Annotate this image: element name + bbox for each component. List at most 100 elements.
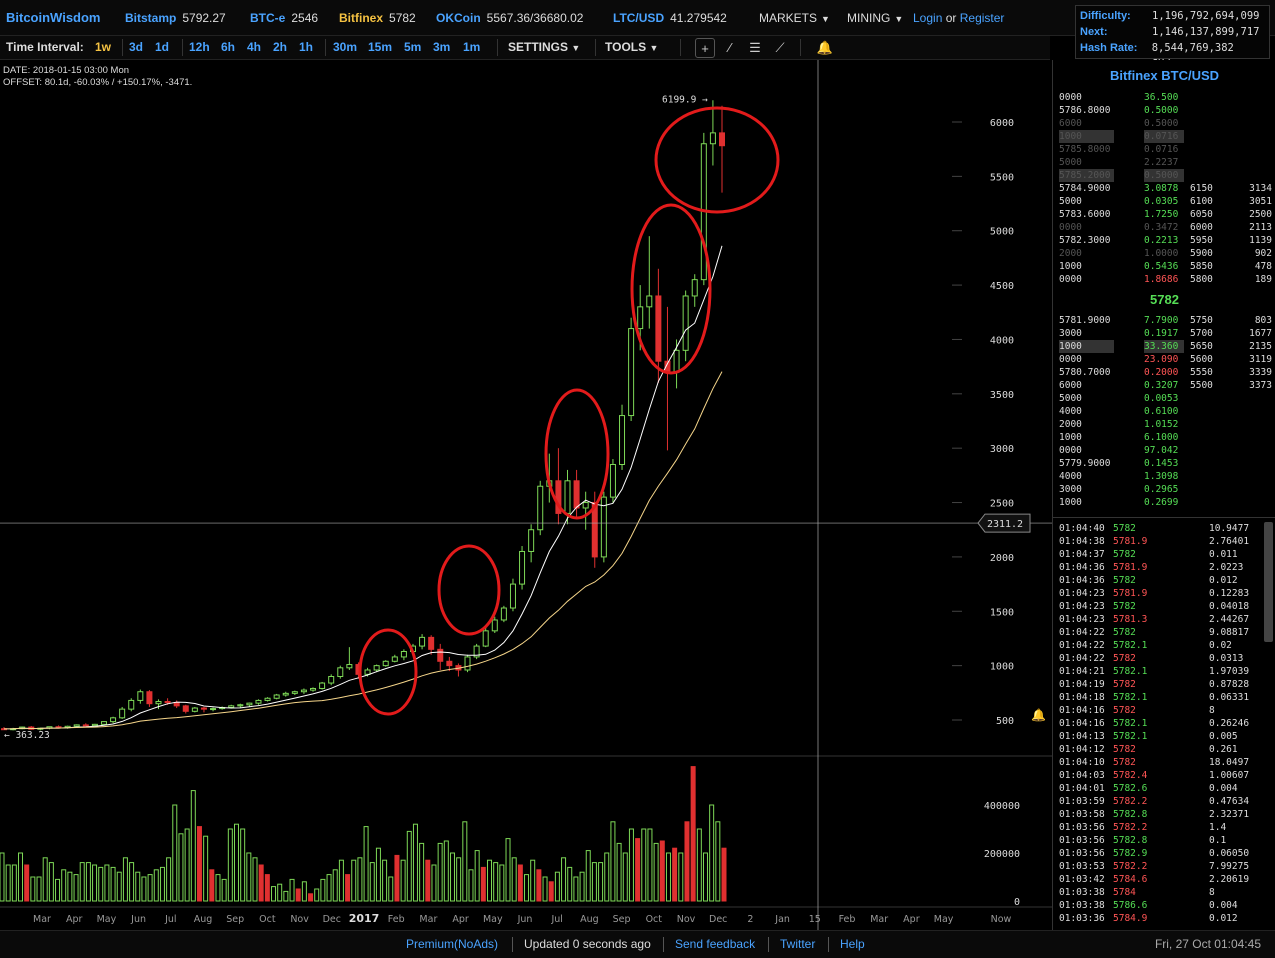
volume-bar [67, 871, 73, 902]
orderbook-row[interactable]: 1000 33.360 5650 2135 [1059, 340, 1274, 353]
orderbook-row[interactable]: 0000 1.8686 5800 189 [1059, 273, 1274, 286]
orderbook-row[interactable]: 4000 0.6100 [1059, 405, 1274, 418]
trade-row: 01:03:38 5784 8 [1059, 886, 1259, 899]
orderbook-row[interactable]: 5000 0.0053 [1059, 392, 1274, 405]
trade-time: 01:04:10 [1059, 757, 1105, 768]
volume-bar [73, 874, 79, 902]
candle-body [709, 132, 716, 145]
help-link[interactable]: Help [840, 937, 865, 951]
scrollbar[interactable] [1264, 522, 1273, 642]
orderbook-row[interactable]: 0000 0.3472 6000 2113 [1059, 221, 1274, 234]
register-link[interactable]: Register [959, 11, 1005, 25]
orderbook-row[interactable]: 5780.7000 0.2000 5550 3339 [1059, 366, 1274, 379]
markets-menu[interactable]: MARKETS ▼ [759, 11, 830, 25]
crosshair-tool-icon[interactable]: + [695, 38, 715, 58]
mining-menu[interactable]: MINING ▼ [847, 11, 903, 25]
interval-3m[interactable]: 3m [433, 40, 451, 54]
interval-6h[interactable]: 6h [221, 40, 236, 54]
orderbook-row[interactable]: 1000 0.0716 [1059, 130, 1274, 143]
order-amount: 0.0716 [1144, 130, 1184, 143]
candle-body [537, 485, 544, 531]
volume-bar [665, 852, 671, 902]
orderbook-row[interactable]: 5783.6000 1.7250 6050 2500 [1059, 208, 1274, 221]
bell-icon[interactable]: 🔔 [816, 40, 834, 55]
horizontal-lines-tool-icon[interactable]: ☰ [749, 40, 761, 55]
exchange-ticker[interactable]: Bitstamp 5792.27 [125, 11, 226, 25]
depth-price: 5750 [1190, 315, 1213, 326]
orderbook-row[interactable]: 2000 1.0000 5900 902 [1059, 247, 1274, 260]
interval-1d[interactable]: 1d [155, 40, 170, 54]
candle-body [528, 529, 535, 552]
volume-bar [196, 826, 202, 902]
premium-link[interactable]: Premium(NoAds) [406, 937, 499, 951]
interval-30m[interactable]: 30m [333, 40, 358, 54]
alert-bell-icon[interactable]: 🔔 [1031, 708, 1046, 722]
orderbook-row[interactable]: 3000 0.2965 [1059, 483, 1274, 496]
orderbook-row[interactable]: 1000 0.2699 [1059, 496, 1274, 509]
twitter-link[interactable]: Twitter [780, 937, 816, 951]
orderbook-row[interactable]: 5782.3000 0.2213 5950 1139 [1059, 234, 1274, 247]
send-feedback-link[interactable]: Send feedback [675, 937, 756, 951]
orderbook-row[interactable]: 0000 23.090 5600 3119 [1059, 353, 1274, 366]
exchange-ticker[interactable]: Bitfinex 5782 [339, 11, 416, 25]
orderbook-row[interactable]: 0000 36.500 [1059, 91, 1274, 104]
interval-2h[interactable]: 2h [273, 40, 288, 54]
orderbook-row[interactable]: 1000 6.1000 [1059, 431, 1274, 444]
interval-12h[interactable]: 12h [189, 40, 210, 54]
orderbook-row[interactable]: 5000 0.0305 6100 3051 [1059, 195, 1274, 208]
interval-1h[interactable]: 1h [299, 40, 314, 54]
orderbook-row[interactable]: 5784.9000 3.0878 6150 3134 [1059, 182, 1274, 195]
exchange-ticker[interactable]: BTC-e 2546 [250, 11, 318, 25]
trade-history[interactable]: 01:04:40 5782 10.9477 01:04:38 5781.9 2.76401… [1053, 517, 1275, 930]
trade-time: 01:03:38 [1059, 887, 1105, 898]
x-tick-label: 15 [809, 914, 821, 925]
interval-15m[interactable]: 15m [368, 40, 393, 54]
candle-body [300, 689, 307, 693]
x-tick-label: Mar [419, 914, 437, 925]
interval-1m[interactable]: 1m [463, 40, 481, 54]
brand-logo[interactable]: BitcoinWisdom [6, 10, 101, 25]
orderbook-row[interactable]: 5781.9000 7.7900 5750 803 [1059, 314, 1274, 327]
orderbook-row[interactable]: 5785.8000 0.0716 [1059, 143, 1274, 156]
tools-label: TOOLS [605, 40, 647, 54]
orderbook-row[interactable]: 1000 0.5436 5850 478 [1059, 260, 1274, 273]
tools-menu[interactable]: TOOLS ▼ [605, 40, 658, 54]
candle-body [464, 656, 471, 671]
orderbook-row[interactable]: 6000 0.5000 [1059, 117, 1274, 130]
login-link[interactable]: Login [913, 11, 943, 25]
candle-body [210, 708, 217, 711]
price-chart[interactable]: 500 1000 1500 2000 2500 3000 3500 4000 4500 5000 5… [0, 60, 1052, 930]
trade-row: 01:04:22 5782 0.0313 [1059, 652, 1259, 665]
orderbook-row[interactable]: 5786.8000 0.5000 [1059, 104, 1274, 117]
volume-bar [79, 862, 85, 902]
trade-time: 01:03:58 [1059, 809, 1105, 820]
orderbook-row[interactable]: 4000 1.3098 [1059, 470, 1274, 483]
volume-bar [505, 838, 511, 902]
exchange-ticker[interactable]: LTC/USD 41.279542 [613, 11, 727, 25]
stat-value: 1,146,137,899,717 [1152, 26, 1260, 38]
trade-amount: 0.261 [1209, 744, 1238, 755]
depth-amount: 3373 [1249, 380, 1272, 391]
settings-menu[interactable]: SETTINGS ▼ [508, 40, 580, 54]
orderbook-row[interactable]: 2000 1.0152 [1059, 418, 1274, 431]
interval-5m[interactable]: 5m [404, 40, 422, 54]
orderbook-row[interactable]: 6000 0.3207 5500 3373 [1059, 379, 1274, 392]
exchange-ticker[interactable]: OKCoin 5567.36/36680.02 [436, 11, 583, 25]
fan-tool-icon[interactable]: ⟋ [775, 40, 785, 55]
order-amount: 23.090 [1144, 354, 1179, 365]
line-tool-icon[interactable]: ⁄ [728, 40, 732, 55]
candle-body [482, 630, 489, 647]
orderbook-row[interactable]: 3000 0.1917 5700 1677 [1059, 327, 1274, 340]
order-price: 1000 [1059, 340, 1114, 353]
interval-1w[interactable]: 1w [95, 40, 112, 54]
volume-bar [382, 859, 388, 902]
orderbook-row[interactable]: 5779.9000 0.1453 [1059, 457, 1274, 470]
orderbook-row[interactable]: 5785.2000 0.5000 [1059, 169, 1274, 182]
interval-4h[interactable]: 4h [247, 40, 262, 54]
orderbook-row[interactable]: 5000 2.2237 [1059, 156, 1274, 169]
orderbook-row[interactable]: 0000 97.042 [1059, 444, 1274, 457]
depth-price: 6150 [1190, 183, 1213, 194]
interval-3d[interactable]: 3d [129, 40, 144, 54]
exchange-price: 41.279542 [670, 11, 727, 25]
x-tick-label: May [483, 914, 503, 925]
